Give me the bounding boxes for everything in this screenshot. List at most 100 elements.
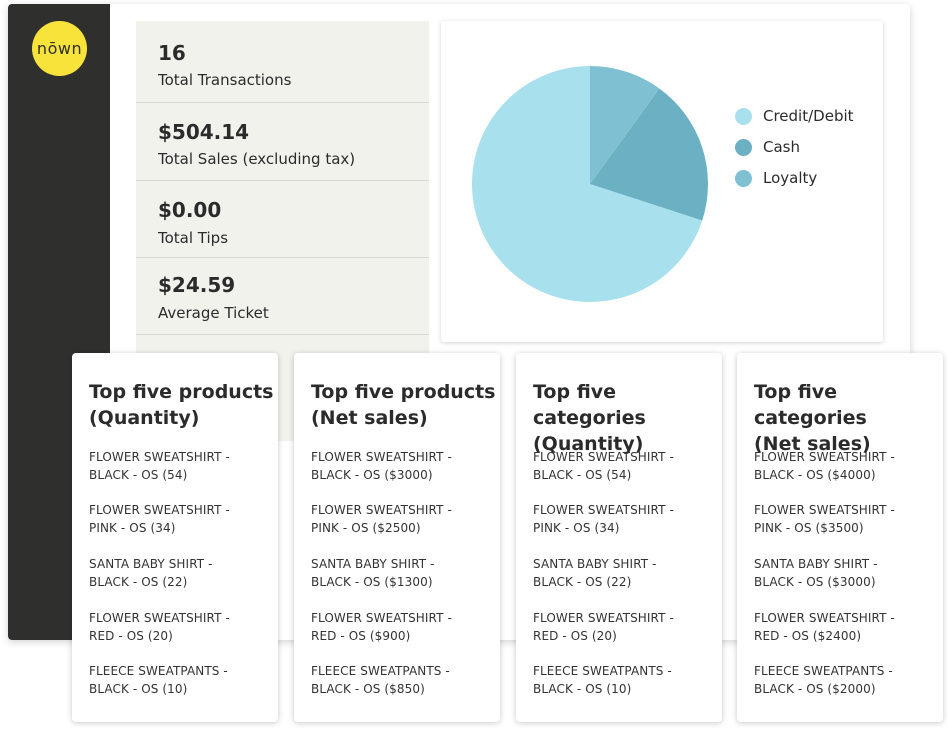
stat-total-sales: $504.14 Total Sales (excluding tax) (136, 103, 429, 181)
card-title-line: Top five categories (754, 381, 867, 429)
list-item-line: FLEECE SWEATPANTS - (533, 664, 672, 678)
list-item: SANTA BABY SHIRT - BLACK - OS ($3000) (754, 555, 929, 591)
pie-slice-loyalty (590, 66, 660, 184)
list-item-line: FLOWER SWEATSHIRT - (533, 611, 674, 625)
list-item-line: BLACK - OS (22) (533, 575, 632, 589)
list-item-line: BLACK - OS (22) (89, 575, 188, 589)
card-title-line: (Net sales) (311, 407, 428, 429)
card-top-categories-quantity: Top five categories (Quantity) FLOWER SW… (516, 353, 722, 722)
list-item: FLEECE SWEATPANTS - BLACK - OS ($850) (311, 662, 486, 698)
list-item-line: SANTA BABY SHIRT - (754, 557, 878, 571)
pie-slice-credit-debit (472, 66, 703, 303)
list-item: FLOWER SWEATSHIRT - BLACK - OS (54) (89, 448, 264, 484)
stat-value: $0.00 (158, 198, 222, 222)
legend-label: Cash (763, 138, 800, 156)
list-item-line: FLEECE SWEATPANTS - (311, 664, 450, 678)
pie-slice-cash (590, 88, 708, 221)
stat-total-tips: $0.00 Total Tips (136, 181, 429, 258)
card-title-line: Top five products (89, 381, 274, 403)
list-item-line: BLACK - OS ($3000) (754, 575, 876, 589)
list-item: FLOWER SWEATSHIRT - RED - OS ($2400) (754, 609, 929, 645)
card-title-line: (Quantity) (89, 407, 200, 429)
list-item-line: FLOWER SWEATSHIRT - (89, 611, 230, 625)
logo-text: nōwn (36, 39, 83, 58)
legend-label: Credit/Debit (763, 107, 854, 125)
list-item-line: SANTA BABY SHIRT - (311, 557, 435, 571)
list-item-line: FLOWER SWEATSHIRT - (754, 611, 895, 625)
list-item: FLOWER SWEATSHIRT - RED - OS ($900) (311, 609, 486, 645)
card-title-line: Top five categories (533, 381, 646, 429)
card-title: Top five products (Net sales) (311, 379, 496, 431)
list-item-line: BLACK - OS ($3000) (311, 468, 433, 482)
list-item-line: FLOWER SWEATSHIRT - (89, 450, 230, 464)
card-top-products-net-sales: Top five products (Net sales) FLOWER SWE… (294, 353, 500, 722)
list-item: FLOWER SWEATSHIRT - PINK - OS (34) (533, 501, 708, 537)
list-item-line: FLOWER SWEATSHIRT - (754, 450, 895, 464)
list-item-line: SANTA BABY SHIRT - (533, 557, 657, 571)
stat-label: Total Tips (158, 229, 229, 247)
payment-type-chart-card: Credit/Debit Cash Loyalty (441, 21, 883, 342)
list-item-line: BLACK - OS (10) (533, 682, 632, 696)
legend-item-credit-debit: Credit/Debit (735, 107, 854, 125)
stat-total-transactions: 16 Total Transactions (136, 21, 429, 103)
list-item-line: FLOWER SWEATSHIRT - (89, 503, 230, 517)
stat-value: $504.14 (158, 120, 250, 144)
list-item: FLEECE SWEATPANTS - BLACK - OS ($2000) (754, 662, 929, 698)
list-item: SANTA BABY SHIRT - BLACK - OS (22) (533, 555, 708, 591)
list-item-line: FLOWER SWEATSHIRT - (533, 450, 674, 464)
list-item-line: BLACK - OS ($4000) (754, 468, 876, 482)
legend-item-cash: Cash (735, 138, 800, 156)
card-title-line: (Quantity) (533, 433, 644, 455)
list-item-line: PINK - OS (34) (533, 521, 620, 535)
card-title: Top five categories (Quantity) (533, 379, 718, 457)
list-item-line: FLOWER SWEATSHIRT - (754, 503, 895, 517)
stat-value: 16 (158, 41, 186, 65)
stat-label: Total Transactions (158, 71, 292, 89)
brand-logo[interactable]: nōwn (32, 21, 87, 76)
list-item-line: PINK - OS ($2500) (311, 521, 421, 535)
list-item-line: FLEECE SWEATPANTS - (754, 664, 893, 678)
list-item: FLOWER SWEATSHIRT - RED - OS (20) (533, 609, 708, 645)
list-item: FLEECE SWEATPANTS - BLACK - OS (10) (533, 662, 708, 698)
card-title: Top five categories (Net sales) (754, 379, 939, 457)
list-item-line: BLACK - OS (54) (533, 468, 632, 482)
list-item-line: FLOWER SWEATSHIRT - (311, 611, 452, 625)
legend-swatch (735, 169, 752, 187)
legend-swatch (735, 107, 752, 125)
list-item-line: BLACK - OS (10) (89, 682, 188, 696)
list-item: FLOWER SWEATSHIRT - BLACK - OS ($4000) (754, 448, 929, 484)
pie-chart (472, 66, 708, 303)
stat-value: $24.59 (158, 273, 236, 297)
list-item: FLEECE SWEATPANTS - BLACK - OS (10) (89, 662, 264, 698)
list-item: FLOWER SWEATSHIRT - BLACK - OS ($3000) (311, 448, 486, 484)
list-item-line: FLOWER SWEATSHIRT - (311, 503, 452, 517)
stat-label: Total Sales (excluding tax) (158, 150, 356, 168)
list-item-line: FLOWER SWEATSHIRT - (311, 450, 452, 464)
list-item-line: PINK - OS (34) (89, 521, 176, 535)
list-item-line: BLACK - OS ($1300) (311, 575, 433, 589)
list-item-line: RED - OS (20) (89, 629, 173, 643)
card-title-line: (Net sales) (754, 433, 871, 455)
list-item-line: SANTA BABY SHIRT - (89, 557, 213, 571)
list-item-line: FLOWER SWEATSHIRT - (533, 503, 674, 517)
list-item: FLOWER SWEATSHIRT - BLACK - OS (54) (533, 448, 708, 484)
list-item-line: RED - OS ($2400) (754, 629, 862, 643)
list-item-line: FLEECE SWEATPANTS - (89, 664, 228, 678)
card-title-line: Top five products (311, 381, 496, 403)
list-item: SANTA BABY SHIRT - BLACK - OS (22) (89, 555, 264, 591)
list-item-line: RED - OS ($900) (311, 629, 411, 643)
legend-label: Loyalty (763, 169, 818, 187)
list-item-line: BLACK - OS ($850) (311, 682, 425, 696)
card-top-products-quantity: Top five products (Quantity) FLOWER SWEA… (72, 353, 278, 722)
list-item: FLOWER SWEATSHIRT - PINK - OS ($3500) (754, 501, 929, 537)
list-item: FLOWER SWEATSHIRT - PINK - OS (34) (89, 501, 264, 537)
legend-item-loyalty: Loyalty (735, 169, 817, 187)
list-item-line: RED - OS (20) (533, 629, 617, 643)
list-item-line: BLACK - OS (54) (89, 468, 188, 482)
card-top-categories-net-sales: Top five categories (Net sales) FLOWER S… (737, 353, 943, 722)
list-item-line: BLACK - OS ($2000) (754, 682, 876, 696)
stat-average-ticket: $24.59 Average Ticket (136, 258, 429, 335)
card-title: Top five products (Quantity) (89, 379, 274, 431)
legend-swatch (735, 138, 752, 156)
list-item: FLOWER SWEATSHIRT - RED - OS (20) (89, 609, 264, 645)
